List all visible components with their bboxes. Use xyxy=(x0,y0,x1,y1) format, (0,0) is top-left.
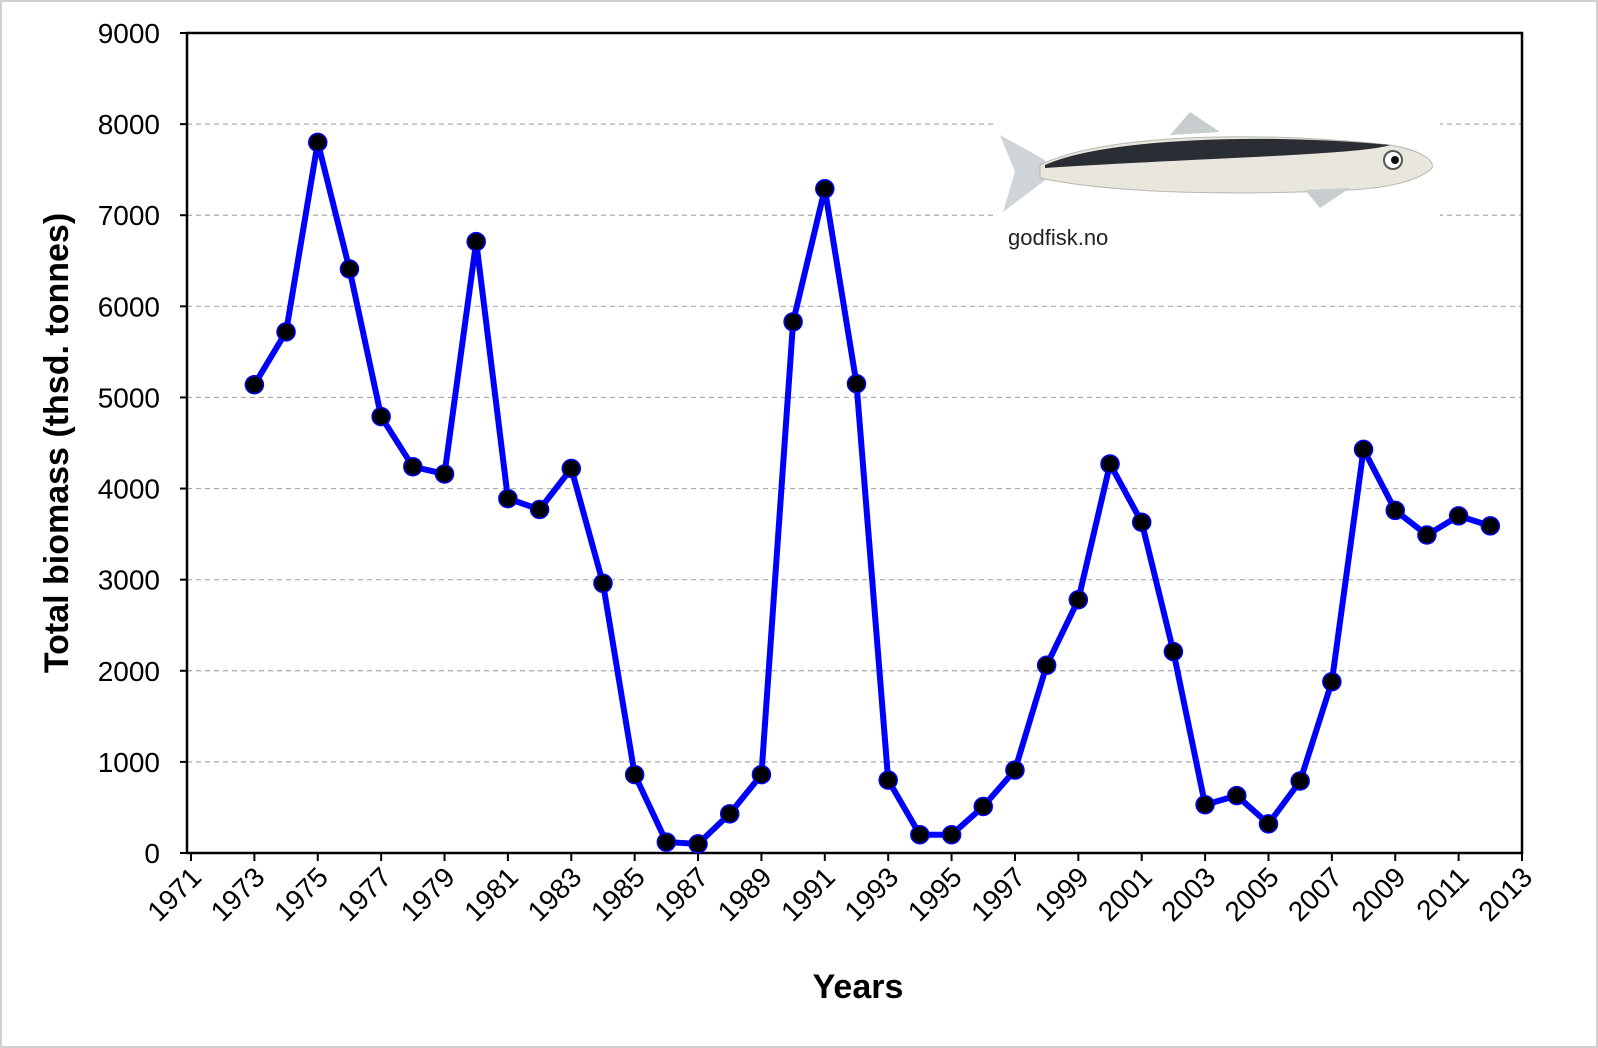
fish-fin xyxy=(1305,188,1350,208)
data-point xyxy=(751,764,772,785)
annotation: godfisk.no xyxy=(1008,225,1108,250)
data-point xyxy=(561,458,582,479)
data-point xyxy=(276,322,296,342)
data-point xyxy=(1100,454,1120,474)
plot-border xyxy=(185,31,1524,855)
data-line xyxy=(251,139,1492,847)
marks xyxy=(244,132,1501,854)
data-point xyxy=(846,374,867,394)
data-point xyxy=(593,573,613,594)
fish-pupil xyxy=(1391,156,1399,164)
data-point xyxy=(434,464,455,484)
y-tick-label: 8000 xyxy=(98,109,160,140)
data-point xyxy=(1227,785,1247,806)
data-point xyxy=(1290,771,1310,791)
y-tick-label: 3000 xyxy=(98,565,160,596)
fish-fin xyxy=(1170,112,1220,135)
data-point xyxy=(244,374,265,395)
data-point xyxy=(878,770,898,790)
data-point xyxy=(910,825,930,845)
y-tick-label: 7000 xyxy=(98,200,160,231)
data-point xyxy=(1195,794,1215,815)
data-point xyxy=(466,231,486,252)
data-point xyxy=(1448,506,1469,526)
data-point xyxy=(941,825,962,845)
data-point xyxy=(656,832,677,852)
y-tick-label: 1000 xyxy=(98,747,160,778)
data-point xyxy=(1258,814,1279,834)
data-point xyxy=(815,179,835,199)
data-point xyxy=(1131,512,1152,533)
data-point xyxy=(719,804,740,824)
y-tick-label: 5000 xyxy=(98,382,160,413)
data-point xyxy=(498,488,518,509)
data-point xyxy=(1068,589,1089,610)
data-point xyxy=(1322,671,1342,692)
data-point xyxy=(308,132,328,153)
x-axis-title: Years xyxy=(813,968,904,1006)
data-point xyxy=(1353,439,1374,460)
data-point xyxy=(403,456,423,477)
y-tick-label: 6000 xyxy=(98,291,160,322)
data-point xyxy=(1163,641,1184,662)
y-tick-label: 9000 xyxy=(98,18,160,49)
fish-picture: godfisk.no xyxy=(995,105,1440,255)
data-point xyxy=(529,499,550,520)
data-point xyxy=(1005,760,1025,780)
data-point xyxy=(1417,525,1437,545)
data-point xyxy=(973,796,994,817)
y-axis-title: Total biomass (thsd. tonnes) xyxy=(38,213,76,673)
y-tick-label: 0 xyxy=(144,838,160,869)
data-point xyxy=(688,834,708,854)
data-point xyxy=(624,764,645,785)
y-tick-label: 4000 xyxy=(98,474,160,505)
data-point xyxy=(371,406,391,427)
fish-tail xyxy=(1000,135,1048,212)
data-point xyxy=(1036,655,1057,676)
fish-back xyxy=(1045,138,1390,168)
y-tick-label: 2000 xyxy=(98,656,160,687)
data-point xyxy=(1480,516,1501,536)
data-point xyxy=(783,312,803,332)
data-point xyxy=(1385,500,1405,521)
data-point xyxy=(339,259,360,279)
